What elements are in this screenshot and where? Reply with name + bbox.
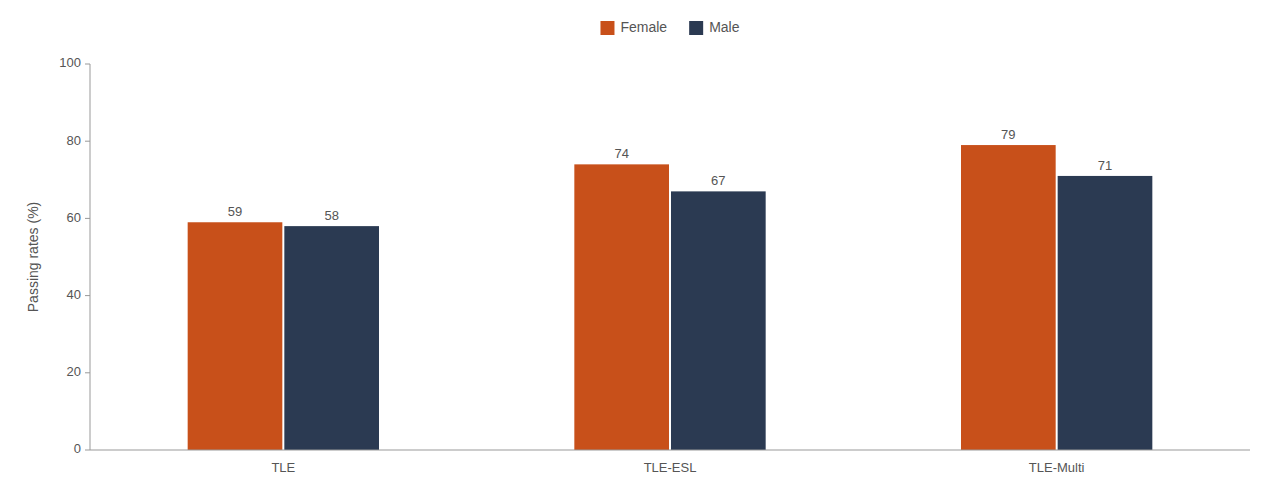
data-label: 67 [711,173,725,188]
y-tick [85,372,90,373]
bar [284,226,379,450]
y-tick [85,64,90,65]
x-tick-label: TLE-ESL [644,460,697,475]
page: Chart html, body { margin: 0; padding: 0… [0,0,1280,500]
legend-item: Female [600,19,667,35]
legend: Female Male [600,19,739,35]
data-label: 59 [228,204,242,219]
data-label: 58 [324,208,338,223]
y-tick-label: 20 [67,364,81,379]
bar [961,145,1056,450]
y-axis-label: Passing rates (%) [25,202,41,312]
chart-container: 0 20 40 60 80 100 Passing rates (%) 59 74 79 58 67 7… [0,0,1280,500]
y-tick [85,450,90,451]
x-axis: TLE TLE-ESL TLE-Multi [90,450,1250,475]
bars [188,145,1153,450]
y-tick-label: 60 [67,210,81,225]
bar [188,222,283,450]
data-label: 79 [1001,127,1015,142]
legend-swatch [600,21,614,35]
bar [671,191,766,450]
bar [574,164,669,450]
y-tick [85,218,90,219]
y-tick-label: 80 [67,133,81,148]
data-label: 74 [614,146,628,161]
y-tick-label: 40 [67,287,81,302]
page-body: {"chart_data": {"type": "bar", "categori… [0,0,1280,500]
y-tick [85,141,90,142]
legend-item: Male [689,19,740,35]
y-tick [85,295,90,296]
x-axis-line [90,450,1250,451]
x-tick-label: TLE-Multi [1029,460,1085,475]
legend-label: Female [620,19,667,35]
y-tick-label: 0 [74,441,81,456]
chart: 0 20 40 60 80 100 Passing rates (%) 59 74 79 58 67 7… [0,0,1280,500]
y-tick-label: 100 [59,55,81,70]
y-axis: 0 20 40 60 80 100 [59,55,90,456]
data-labels: 59 74 79 58 67 71 [228,127,1112,223]
legend-swatch [689,21,703,35]
data-label: 71 [1098,158,1112,173]
x-tick-label: TLE [271,460,295,475]
bar [1058,176,1153,450]
y-axis-line [90,64,91,450]
legend-label: Male [709,19,740,35]
